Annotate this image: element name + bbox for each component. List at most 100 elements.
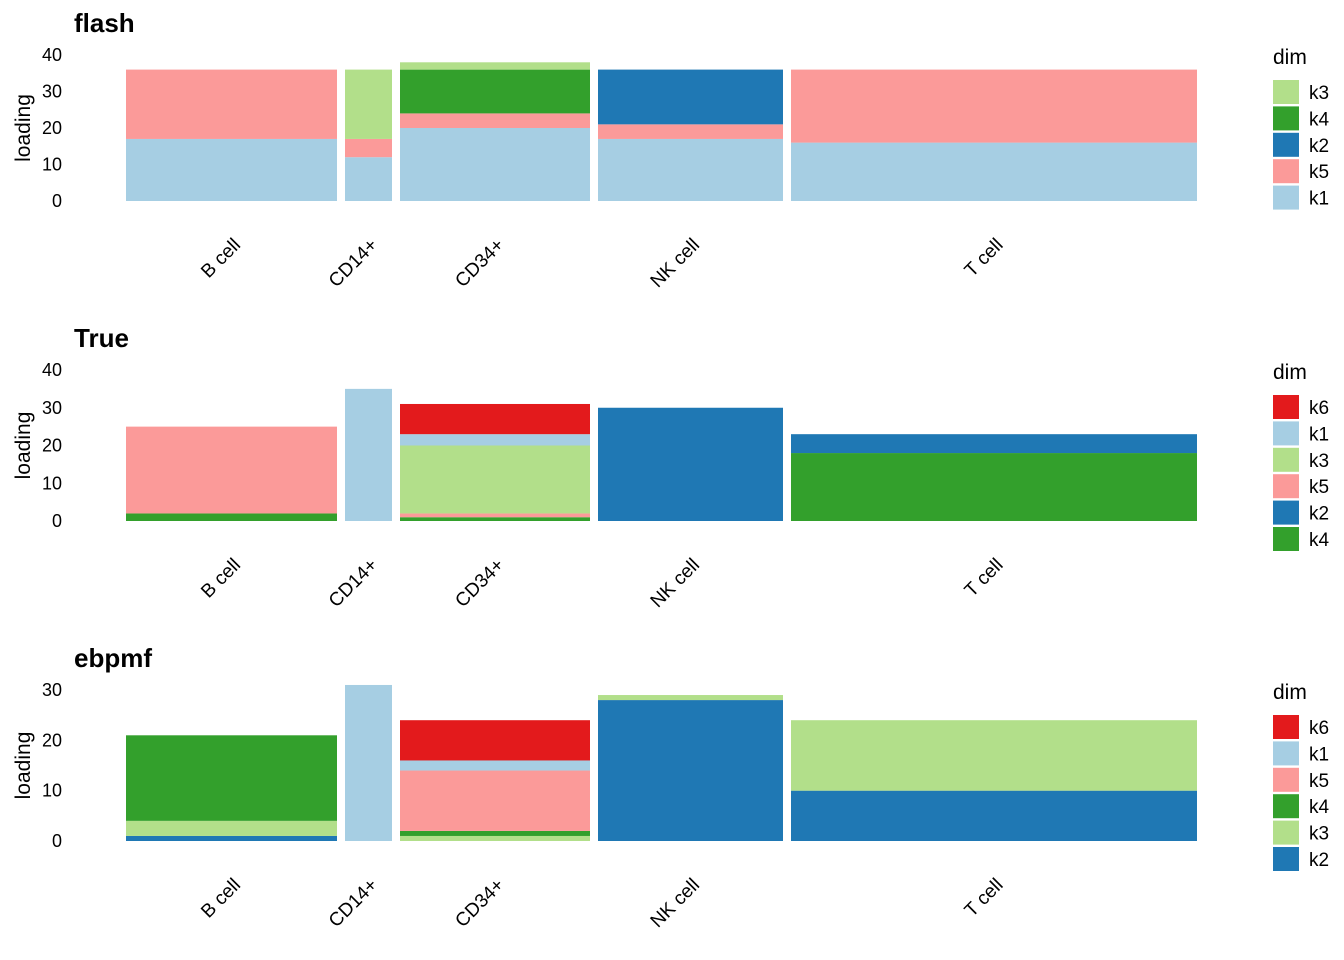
x-tick-label: CD34+ [451,555,508,612]
bar-segment-k3 [345,69,392,139]
bar-segment-k2 [791,790,1197,841]
bar-segment-k6 [400,720,590,761]
bar-segment-k4 [126,735,337,821]
legend-swatch-k5 [1273,474,1299,499]
bar-segment-k5 [126,69,337,139]
legend-title: dim [1273,361,1307,384]
bar-segment-k2 [598,700,783,841]
legend-swatch-k3 [1273,447,1299,472]
y-tick-label: 30 [42,680,62,700]
y-tick-label: 0 [52,831,62,851]
y-tick-label: 10 [42,473,62,493]
legend-label: k4 [1309,109,1330,130]
x-tick-label: CD34+ [451,235,508,292]
x-tick-label: CD34+ [451,875,508,932]
legend-swatch-k4 [1273,527,1299,551]
bar-segment-k1 [598,138,783,201]
panel-title: ebpmf [74,643,152,673]
bar-segment-k5 [126,426,337,514]
panel-flash: flash loading 0 10 20 30 40 B cell CD14+ CD34+ NK … [12,8,1330,292]
bar-segment-k3 [400,445,590,514]
legend-label: k1 [1309,424,1329,445]
legend-swatch-k2 [1273,500,1299,525]
legend-swatch-k5 [1273,767,1299,792]
y-axis-label: loading [12,732,35,800]
y-tick-label: 30 [42,398,62,418]
legend-label: k2 [1309,136,1329,157]
x-tick-label: B cell [197,875,245,923]
x-tick-label: NK cell [647,875,704,932]
bar-segment-k5 [345,138,392,158]
bar-segment-k1 [791,142,1197,201]
bar-segment-k4 [126,513,337,521]
x-tick-label: T cell [961,555,1008,602]
x-tick-label: B cell [197,555,245,603]
y-tick-label: 40 [42,45,62,65]
bar-segment-k3 [598,695,783,701]
bar-segment-k5 [400,513,590,518]
legend-label: k4 [1309,797,1330,818]
bar-segment-k3 [791,720,1197,791]
y-tick-label: 20 [42,118,62,138]
legend-swatch-k1 [1273,421,1299,446]
panel-title: flash [74,8,135,38]
legend-swatch-k3 [1273,80,1299,104]
legend-swatch-k6 [1273,395,1299,419]
bar-segment-k3 [126,820,337,836]
bar-segment-k4 [791,453,1197,521]
y-tick-label: 20 [42,436,62,456]
legend-label: k2 [1309,504,1329,525]
bar-segment-k3 [400,62,590,70]
y-tick-label: 10 [42,781,62,801]
bar-segment-k2 [598,407,783,521]
legend-label: k3 [1309,451,1329,472]
bar-segment-k5 [791,69,1197,143]
bar-segment-k1 [345,157,392,201]
legend-label: k5 [1309,771,1329,792]
legend-label: k3 [1309,83,1329,104]
bar-segment-k4 [400,517,590,521]
legend-title: dim [1273,681,1307,704]
panel-True: True loading 0 10 20 30 40 B cell CD14+ CD34+ NK c… [12,323,1330,612]
x-tick-label: NK cell [647,555,704,612]
x-tick-label: NK cell [647,235,704,292]
legend-label: k4 [1309,530,1330,551]
y-tick-label: 10 [42,155,62,175]
legend-swatch-k4 [1273,794,1299,819]
y-tick-label: 40 [42,360,62,380]
y-axis-label: loading [12,94,35,162]
y-tick-label: 0 [52,511,62,531]
legend-label: k5 [1309,477,1329,498]
bar-segment-k5 [400,113,590,128]
bar-segment-k1 [345,684,392,841]
legend-swatch-k3 [1273,820,1299,845]
bar-segment-k6 [400,403,590,435]
bar-segment-k2 [791,434,1197,454]
bar-segment-k2 [598,69,783,125]
y-axis-label: loading [12,412,35,480]
legend-swatch-k1 [1273,741,1299,766]
legend-label: k6 [1309,718,1329,739]
x-tick-label: B cell [197,235,245,283]
legend-label: k3 [1309,824,1329,845]
x-tick-label: T cell [961,235,1008,282]
x-tick-label: CD14+ [325,555,382,612]
legend-swatch-k5 [1273,159,1299,184]
panel-ebpmf: ebpmf loading 0 10 20 30 B cell CD14+ CD34+ NK ce… [12,643,1330,932]
bar-segment-k3 [400,835,590,841]
bar-segment-k1 [400,760,590,771]
y-tick-label: 30 [42,82,62,102]
bar-segment-k5 [598,124,783,139]
bar-segment-k1 [345,388,392,521]
legend-label: k2 [1309,850,1329,871]
bar-segment-k4 [400,69,590,114]
x-tick-label: CD14+ [325,235,382,292]
y-tick-label: 0 [52,191,62,211]
bar-segment-k4 [400,830,590,836]
bar-segment-k2 [126,835,337,841]
x-tick-label: T cell [961,875,1008,922]
bar-segment-k1 [400,434,590,446]
legend-title: dim [1273,46,1307,69]
y-tick-label: 20 [42,730,62,750]
